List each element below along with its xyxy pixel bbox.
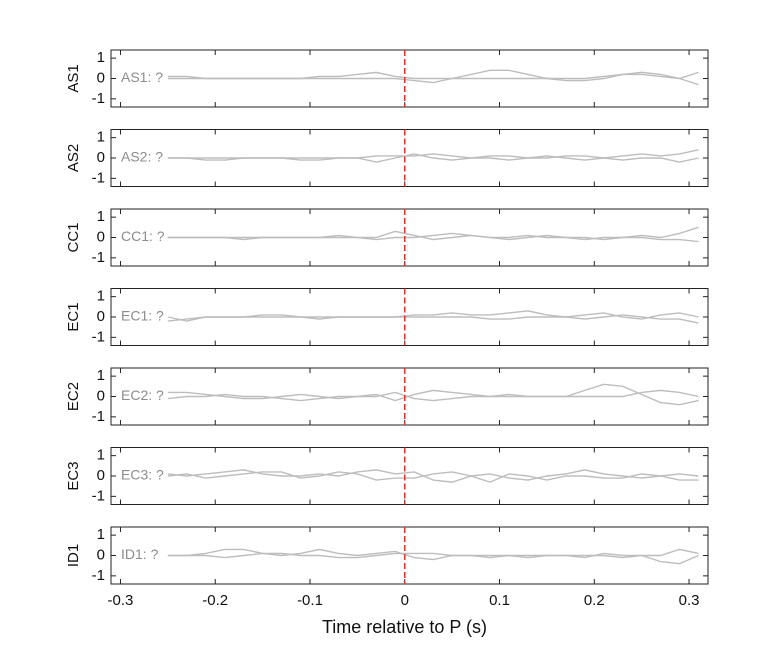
x-tick-label: 0.2 (584, 592, 605, 609)
trace (167, 232, 699, 243)
trace (167, 71, 699, 80)
trace (167, 153, 699, 163)
x-tick-label: 0.3 (679, 592, 700, 609)
annotation: AS2: ? (121, 149, 163, 165)
y-axis-label: ID1 (65, 544, 82, 567)
x-axis-label: Time relative to P (s) (322, 617, 487, 637)
y-tick-label: 1 (97, 447, 105, 464)
y-axis-label: EC1 (65, 302, 82, 331)
y-tick-label: 0 (97, 228, 105, 245)
trace (167, 314, 699, 324)
y-axis-label: AS2 (65, 144, 82, 172)
trace (167, 552, 699, 565)
y-tick-label: -1 (92, 408, 105, 425)
trace (167, 471, 699, 483)
y-tick-label: 1 (97, 129, 105, 146)
axes-box (110, 447, 709, 505)
x-tick-label: 0 (401, 592, 409, 609)
y-tick-label: 1 (97, 208, 105, 225)
trace (167, 310, 699, 322)
y-tick-label: -1 (92, 487, 105, 504)
y-tick-label: 0 (97, 387, 105, 404)
annotation: EC3: ? (121, 467, 164, 483)
y-tick-label: -1 (92, 169, 105, 186)
annotation: EC2: ? (121, 387, 164, 403)
trace (167, 389, 699, 402)
x-tick-label: -0.3 (108, 592, 134, 609)
y-tick-label: 0 (97, 69, 105, 86)
trace (167, 383, 699, 406)
y-tick-label: 1 (97, 288, 105, 305)
y-tick-label: -1 (92, 567, 105, 584)
y-tick-label: -1 (92, 90, 105, 107)
y-tick-label: 1 (97, 49, 105, 66)
y-axis-label: CC1 (65, 222, 82, 252)
y-tick-label: 1 (97, 367, 105, 384)
annotation: CC1: ? (121, 228, 165, 244)
x-tick-label: -0.2 (202, 592, 228, 609)
annotation: AS1: ? (121, 69, 163, 85)
y-tick-label: 1 (97, 526, 105, 543)
y-tick-label: -1 (92, 249, 105, 266)
y-axis-label: EC2 (65, 382, 82, 411)
trace (167, 548, 699, 561)
y-tick-label: 0 (97, 546, 105, 563)
x-tick-label: 0.1 (489, 592, 510, 609)
x-tick-label: -0.1 (297, 592, 323, 609)
y-axis-label: EC3 (65, 461, 82, 490)
y-tick-label: 0 (97, 308, 105, 325)
y-tick-label: 0 (97, 149, 105, 166)
y-tick-label: -1 (92, 328, 105, 345)
annotation: ID1: ? (121, 546, 159, 562)
annotation: EC1: ? (121, 308, 164, 324)
y-tick-label: 0 (97, 467, 105, 484)
y-axis-label: AS1 (65, 64, 82, 92)
